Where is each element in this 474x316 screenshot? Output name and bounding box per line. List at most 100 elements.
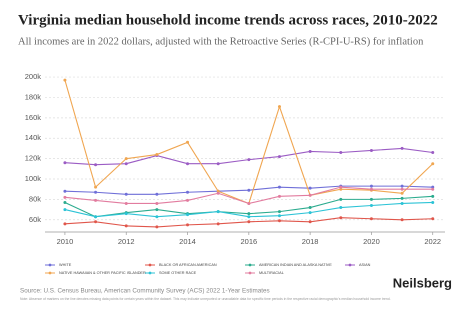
data-point xyxy=(124,162,128,166)
data-point xyxy=(94,215,98,219)
legend-swatch-dot xyxy=(348,263,352,267)
data-point xyxy=(400,201,404,205)
data-point xyxy=(277,210,281,214)
y-tick-label: 180k xyxy=(25,92,42,101)
data-point xyxy=(155,192,159,196)
data-point xyxy=(369,148,373,152)
data-point xyxy=(155,208,159,212)
legend-label: SOME OTHER RACE xyxy=(159,271,197,275)
data-point xyxy=(247,215,251,219)
data-point xyxy=(94,198,98,202)
data-point xyxy=(124,157,128,161)
data-point xyxy=(63,78,67,82)
data-point xyxy=(369,217,373,221)
data-point xyxy=(400,184,404,188)
data-point xyxy=(247,212,251,216)
data-point xyxy=(155,201,159,205)
data-point xyxy=(369,204,373,207)
data-point xyxy=(308,220,312,224)
data-point xyxy=(124,192,128,196)
data-point xyxy=(277,155,281,159)
data-point xyxy=(431,200,435,204)
data-point xyxy=(186,162,190,166)
data-point xyxy=(400,146,404,150)
data-point xyxy=(308,149,312,153)
data-point xyxy=(339,151,343,154)
data-point xyxy=(124,224,128,228)
data-point xyxy=(339,206,343,210)
data-point xyxy=(369,197,373,201)
data-point xyxy=(155,153,159,157)
data-point xyxy=(216,191,220,195)
data-point xyxy=(216,162,220,166)
data-point xyxy=(124,201,128,205)
data-point xyxy=(124,212,128,216)
brand: Neilsberg xyxy=(393,275,452,290)
data-point xyxy=(431,217,435,221)
legend-swatch-dot xyxy=(248,271,252,275)
x-tick-label: 2016 xyxy=(240,237,257,246)
data-point xyxy=(63,208,67,212)
data-point xyxy=(277,194,281,198)
legend-label: ASIAN xyxy=(359,263,371,267)
legend-label: NATIVE HAWAIIAN & OTHER PACIFIC ISLANDER xyxy=(59,271,146,275)
legend-label: MULTIRACIAL xyxy=(259,271,284,275)
data-point xyxy=(277,185,281,189)
note: Note: Absence of markers on the line den… xyxy=(20,297,391,301)
data-point xyxy=(431,194,435,198)
data-point xyxy=(277,105,281,109)
legend-swatch-dot xyxy=(148,263,152,267)
x-tick-label: 2018 xyxy=(302,237,319,246)
data-point xyxy=(94,163,98,167)
series-line xyxy=(64,79,434,205)
data-point xyxy=(400,187,404,191)
legend-swatch-dot xyxy=(148,271,152,275)
data-point xyxy=(63,189,67,193)
legend-swatch-dot xyxy=(48,263,52,267)
source: Source: U.S. Census Bureau, American Com… xyxy=(20,288,270,295)
data-point xyxy=(63,200,67,204)
chart-title: Virginia median household income trends … xyxy=(18,12,438,28)
data-point xyxy=(216,222,220,226)
legend-swatch-dot xyxy=(248,263,252,267)
data-point xyxy=(339,185,343,189)
y-tick-label: 120k xyxy=(25,154,42,163)
y-tick-label: 60k xyxy=(29,215,41,224)
data-point xyxy=(216,210,220,214)
data-point xyxy=(63,195,67,199)
data-point xyxy=(155,215,159,219)
data-point xyxy=(186,223,190,227)
x-tick-label: 2012 xyxy=(118,237,135,246)
data-point xyxy=(247,158,251,162)
y-tick-label: 140k xyxy=(25,133,42,142)
legend-label: BLACK OR AFRICAN AMERICAN xyxy=(159,263,217,267)
data-point xyxy=(400,196,404,200)
data-point xyxy=(277,219,281,223)
data-point xyxy=(400,191,404,195)
y-tick-label: 200k xyxy=(25,72,42,81)
data-point xyxy=(277,214,281,218)
data-point xyxy=(369,184,373,188)
data-point xyxy=(186,198,190,202)
series-line xyxy=(64,147,433,166)
data-point xyxy=(94,190,98,194)
data-point xyxy=(431,187,435,191)
data-point xyxy=(247,201,251,205)
legend-swatch-dot xyxy=(48,271,52,275)
chart-subtitle: All incomes are in 2022 dollars, adjuste… xyxy=(18,36,424,47)
data-point xyxy=(186,213,190,217)
x-tick-label: 2022 xyxy=(424,237,441,246)
data-point xyxy=(94,185,98,189)
data-point xyxy=(94,220,98,224)
data-point xyxy=(63,161,67,165)
data-point xyxy=(155,225,159,229)
data-point xyxy=(63,222,67,226)
data-point xyxy=(431,162,435,166)
data-point xyxy=(308,211,312,215)
data-point xyxy=(308,206,312,210)
y-tick-label: 160k xyxy=(25,113,42,122)
x-tick-label: 2010 xyxy=(57,237,74,246)
data-point xyxy=(186,140,190,144)
data-point xyxy=(339,216,343,220)
